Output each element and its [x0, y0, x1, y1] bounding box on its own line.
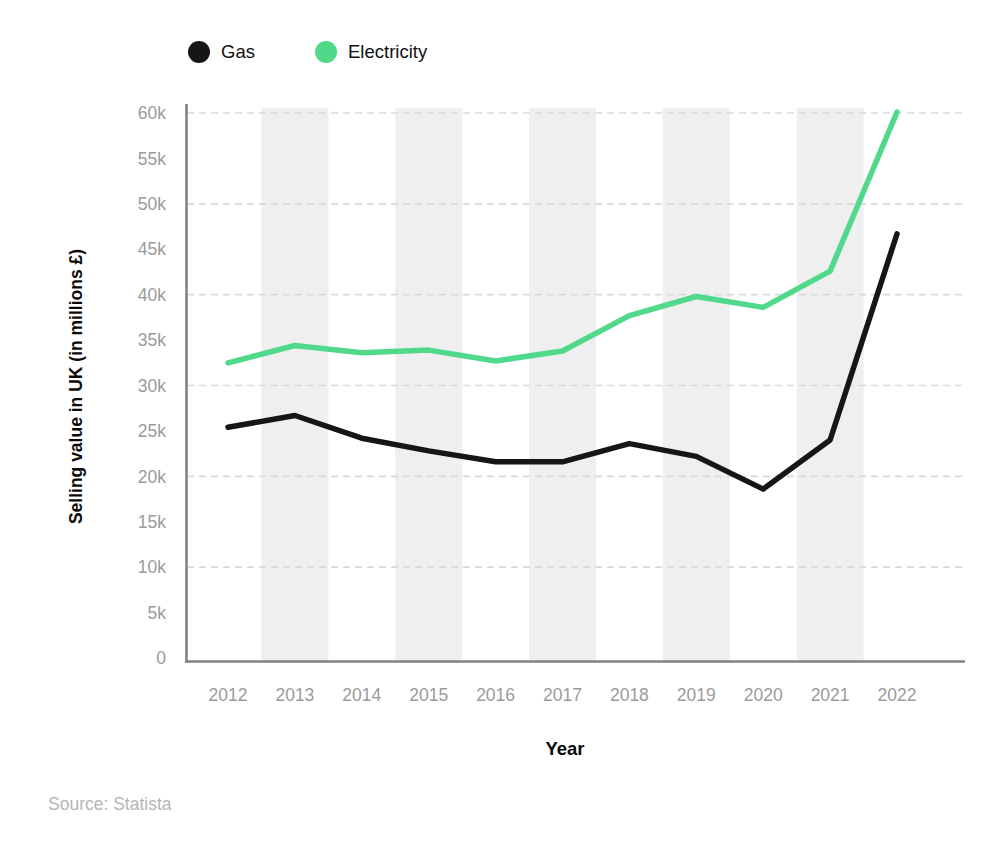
plot-stripe	[663, 108, 730, 661]
plot-stripe	[797, 108, 864, 661]
chart-canvas: Gas Electricity Selling value in UK (in …	[0, 0, 1000, 858]
y-tick-label: 50k	[138, 194, 166, 214]
plot-stripe	[261, 108, 328, 661]
y-tick-label: 25k	[138, 421, 166, 441]
y-tick-label: 30k	[138, 376, 166, 396]
x-tick-label: 2020	[744, 685, 783, 705]
y-tick-label: 60k	[138, 103, 166, 123]
y-tick-label: 0	[156, 648, 166, 668]
plot-area: 0 5k 10k 15k 20k 25k 30k 35k 40k 45k 50k 55k 60k 2012…	[0, 0, 1000, 858]
x-axis-title: Year	[465, 738, 665, 760]
y-tick-label: 5k	[148, 603, 167, 623]
plot-stripe	[395, 108, 462, 661]
x-tick-label: 2013	[275, 685, 314, 705]
x-tick-label: 2022	[878, 685, 917, 705]
x-tick-label: 2019	[677, 685, 716, 705]
plot-stripe	[529, 108, 596, 661]
x-tick-label: 2018	[610, 685, 649, 705]
source-note: Source: Statista	[48, 794, 172, 815]
y-tick-label: 45k	[138, 239, 166, 259]
y-tick-label: 20k	[138, 467, 166, 487]
x-tick-label: 2021	[811, 685, 850, 705]
x-tick-label: 2012	[209, 685, 248, 705]
y-tick-label: 35k	[138, 330, 166, 350]
y-tick-label: 55k	[138, 149, 166, 169]
y-tick-label: 40k	[138, 285, 166, 305]
x-tick-label: 2017	[543, 685, 582, 705]
x-tick-label: 2016	[476, 685, 515, 705]
y-tick-label: 15k	[138, 512, 166, 532]
y-tick-label: 10k	[138, 557, 166, 577]
x-tick-label: 2014	[342, 685, 381, 705]
x-tick-label: 2015	[409, 685, 448, 705]
